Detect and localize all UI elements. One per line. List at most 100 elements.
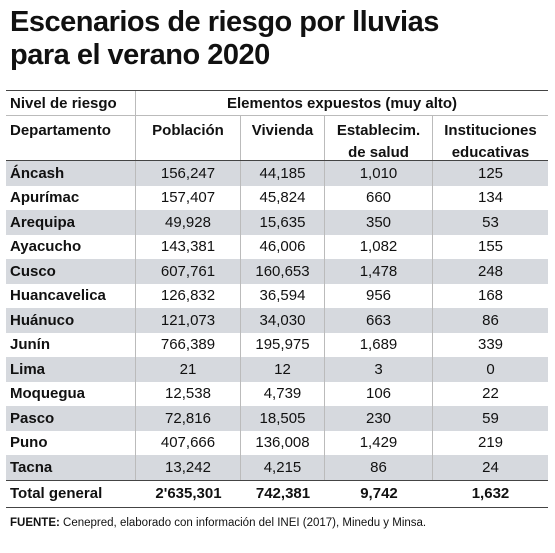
cell-instituciones: 168 — [477, 287, 504, 305]
cell-departamento: Huancavelica — [6, 283, 136, 308]
total-vivienda: 742,381 — [255, 485, 311, 502]
cell-establecimientos: 1,478 — [325, 259, 433, 284]
cell-instituciones: 125 — [477, 164, 504, 182]
total-poblacion: 2'635,301 — [155, 485, 222, 502]
cell-vivienda: 34,030 — [241, 308, 325, 333]
table-row: Puno 407,666 136,008 1,429 219 — [6, 430, 548, 455]
total-establecimientos: 9,742 — [360, 485, 398, 502]
cell-vivienda: 44,185 — [241, 161, 325, 186]
cell-poblacion: 407,666 — [136, 430, 241, 455]
cell-instituciones: 24 — [482, 458, 499, 476]
cell-poblacion: 156,247 — [136, 161, 241, 186]
table-row: Apurímac 157,407 45,824 660 134 — [6, 185, 548, 210]
cell-establecimientos: 1,010 — [325, 161, 433, 186]
cell-establecimientos: 86 — [325, 455, 433, 480]
cell-departamento: Tacna — [6, 455, 136, 480]
total-instituciones: 1,632 — [471, 485, 510, 502]
cell-establecimientos: 956 — [325, 283, 433, 308]
header-nivel: Nivel de riesgo — [6, 91, 136, 115]
header-departamento: Departamento — [6, 116, 136, 160]
cell-poblacion: 13,242 — [136, 455, 241, 480]
cell-vivienda: 136,008 — [241, 430, 325, 455]
source-text: Cenepred, elaborado con información del … — [59, 517, 427, 529]
cell-establecimientos: 1,429 — [325, 430, 433, 455]
cell-departamento: Áncash — [6, 161, 136, 186]
cell-establecimientos: 230 — [325, 406, 433, 431]
cell-vivienda: 36,594 — [241, 283, 325, 308]
header-group: Elementos expuestos (muy alto) — [226, 94, 458, 112]
cell-vivienda: 12 — [241, 357, 325, 382]
cell-instituciones: 0 — [486, 360, 495, 378]
table-row: Huancavelica 126,832 36,594 956 168 — [6, 283, 548, 308]
table-row: Lima 21 12 3 0 — [6, 357, 548, 382]
cell-poblacion: 157,407 — [136, 185, 241, 210]
table-header-row-1: Nivel de riesgo Elementos expuestos (muy… — [6, 91, 548, 116]
cell-poblacion: 607,761 — [136, 259, 241, 284]
table-row: Cusco 607,761 160,653 1,478 248 — [6, 259, 548, 284]
cell-establecimientos: 660 — [325, 185, 433, 210]
cell-establecimientos: 1,689 — [325, 332, 433, 357]
cell-poblacion: 126,832 — [136, 283, 241, 308]
header-vivienda: Vivienda — [241, 116, 325, 160]
table-row: Huánuco 121,073 34,030 663 86 — [6, 308, 548, 333]
header-establec-line2: de salud — [348, 144, 409, 161]
cell-departamento: Cusco — [6, 259, 136, 284]
cell-poblacion: 766,389 — [136, 332, 241, 357]
cell-instituciones: 86 — [482, 311, 499, 329]
title-line-2: para el verano 2020 — [10, 39, 270, 71]
table-header-row-2: Departamento Población Vivienda Establec… — [6, 116, 548, 161]
cell-departamento: Moquegua — [6, 381, 136, 406]
table-body: Áncash 156,247 44,185 1,010 125 Apurímac 157,4… — [6, 161, 548, 480]
header-establecimientos: Establecim. de salud — [325, 116, 433, 161]
table-row: Áncash 156,247 44,185 1,010 125 — [6, 161, 548, 186]
cell-instituciones: 339 — [477, 336, 504, 354]
cell-departamento: Puno — [6, 430, 136, 455]
cell-departamento: Junín — [6, 332, 136, 357]
cell-instituciones: 155 — [477, 238, 504, 256]
cell-vivienda: 46,006 — [241, 234, 325, 259]
cell-instituciones: 134 — [477, 189, 504, 207]
cell-instituciones: 59 — [482, 409, 499, 427]
cell-instituciones: 248 — [477, 262, 504, 280]
header-instituciones: Instituciones educativas — [433, 116, 548, 161]
table-row: Junín 766,389 195,975 1,689 339 — [6, 332, 548, 357]
cell-departamento: Lima — [6, 357, 136, 382]
cell-vivienda: 195,975 — [241, 332, 325, 357]
source-label: FUENTE: — [10, 517, 60, 529]
cell-vivienda: 4,739 — [241, 381, 325, 406]
cell-instituciones: 53 — [482, 213, 499, 231]
cell-poblacion: 12,538 — [136, 381, 241, 406]
cell-establecimientos: 106 — [325, 381, 433, 406]
source-note: FUENTE: Cenepred, elaborado con informac… — [10, 517, 426, 529]
cell-vivienda: 160,653 — [241, 259, 325, 284]
cell-instituciones: 22 — [482, 385, 499, 403]
cell-vivienda: 15,635 — [241, 210, 325, 235]
cell-poblacion: 49,928 — [136, 210, 241, 235]
page-title: Escenarios de riesgo por lluvias para el… — [10, 6, 550, 72]
cell-departamento: Huánuco — [6, 308, 136, 333]
cell-poblacion: 121,073 — [136, 308, 241, 333]
cell-poblacion: 72,816 — [136, 406, 241, 431]
cell-poblacion: 143,381 — [136, 234, 241, 259]
header-instit-line2: educativas — [451, 144, 530, 161]
cell-vivienda: 18,505 — [241, 406, 325, 431]
table-row: Pasco 72,816 18,505 230 59 — [6, 406, 548, 431]
table-total-row: Total general 2'635,301 742,381 9,742 1,… — [6, 479, 548, 507]
header-instit-line1: Instituciones — [444, 122, 537, 139]
total-label: Total general — [10, 485, 103, 502]
header-establec-line1: Establecim. — [336, 122, 421, 139]
cell-vivienda: 45,824 — [241, 185, 325, 210]
cell-departamento: Arequipa — [6, 210, 136, 235]
cell-departamento: Pasco — [6, 406, 136, 431]
table-row: Tacna 13,242 4,215 86 24 — [6, 455, 548, 480]
cell-departamento: Apurímac — [6, 185, 136, 210]
table-row: Moquegua 12,538 4,739 106 22 — [6, 381, 548, 406]
table-row: Arequipa 49,928 15,635 350 53 — [6, 210, 548, 235]
cell-establecimientos: 1,082 — [325, 234, 433, 259]
cell-establecimientos: 663 — [325, 308, 433, 333]
cell-departamento: Ayacucho — [6, 234, 136, 259]
cell-poblacion: 21 — [136, 357, 241, 382]
cell-instituciones: 219 — [477, 434, 504, 452]
header-poblacion: Población — [136, 116, 241, 160]
table-row: Ayacucho 143,381 46,006 1,082 155 — [6, 234, 548, 259]
